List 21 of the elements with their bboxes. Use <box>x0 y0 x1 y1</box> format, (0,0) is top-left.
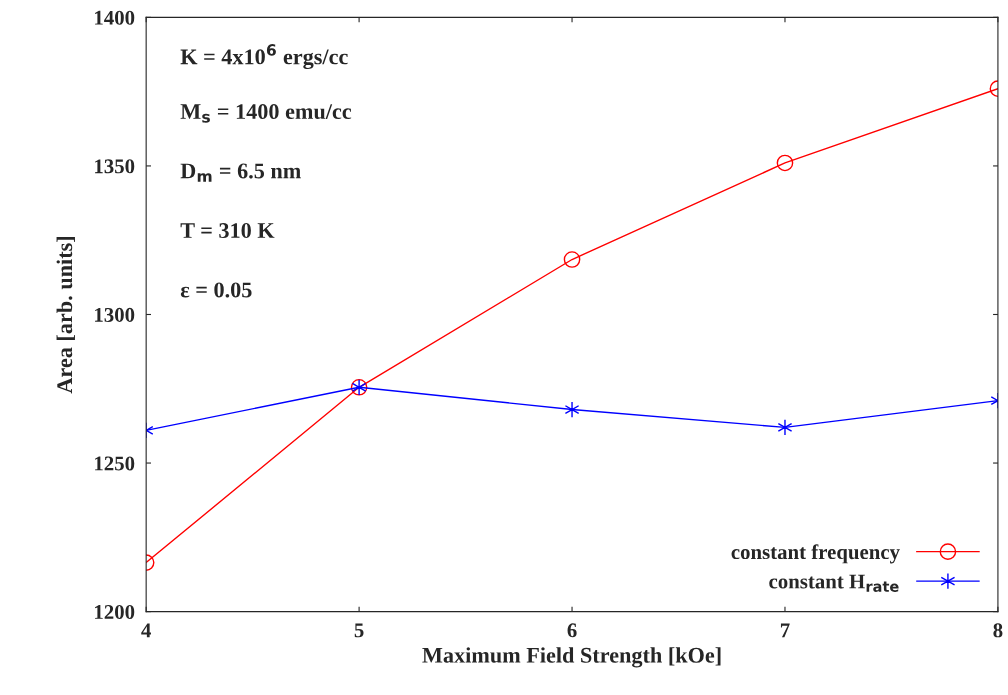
annotation: D$_{m}$ = 6.5 nm <box>180 163 301 182</box>
annotation: ε = 0.05 <box>180 282 252 298</box>
y-tick-label: 1200 <box>95 604 135 620</box>
point <box>563 251 581 268</box>
y-tick-label: 1350 <box>95 159 135 174</box>
y-tick-label: 1250 <box>95 456 135 471</box>
annotation: T = 310 K <box>180 223 275 239</box>
x-tick-label: 4 <box>141 623 151 638</box>
y-tick-label: 1300 <box>95 307 135 322</box>
annotation: K = 4x10$^{6}$ ergs/cc <box>180 44 348 70</box>
x-tick-label: 8 <box>993 623 1003 638</box>
x-tick-label: 6 <box>567 623 577 638</box>
annotation: M$_{s}$ = 1400 emu/cc <box>180 104 352 123</box>
legend-label: constant H$_{rate}$ <box>769 574 899 592</box>
x-axis-title: Maximum Field Strength [kOe] <box>422 647 721 668</box>
point <box>564 401 580 418</box>
y-axis-title: Area [arb. units] <box>56 237 75 394</box>
x-tick-label: 5 <box>354 623 364 638</box>
y-tick-label: 1400 <box>95 10 135 25</box>
x-tick-label: 7 <box>780 623 790 638</box>
legend-label: constant frequency <box>731 544 900 564</box>
